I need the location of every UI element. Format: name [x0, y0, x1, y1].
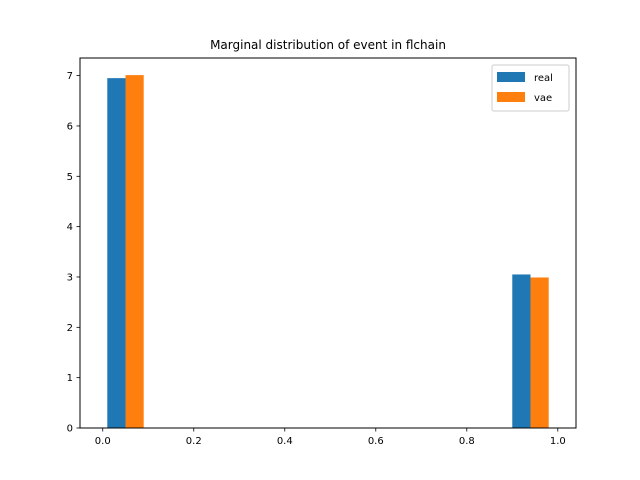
y-axis: 0 1 2 3 4 5 6 7 — [67, 71, 80, 435]
bar-vae-0 — [125, 75, 144, 429]
x-tick-label: 0.8 — [459, 436, 475, 447]
legend-swatch-real — [497, 72, 525, 82]
y-tick-label: 4 — [67, 222, 73, 233]
legend-box — [491, 64, 570, 112]
x-tick-label: 0.6 — [368, 436, 384, 447]
legend-swatch-vae — [497, 92, 525, 102]
bar-real-0 — [107, 78, 126, 428]
bars-layer — [107, 75, 549, 429]
bar-vae-1 — [530, 277, 549, 428]
chart-title: Marginal distribution of event in flchai… — [210, 38, 446, 52]
legend-label-real: real — [534, 73, 553, 84]
y-tick-label: 5 — [67, 172, 73, 183]
bar-real-1 — [512, 274, 531, 428]
y-tick-label: 1 — [67, 373, 73, 384]
plot-frame — [79, 57, 577, 429]
y-tick-label: 3 — [67, 272, 73, 283]
y-tick-label: 7 — [67, 71, 73, 82]
x-tick-label: 0.0 — [95, 436, 111, 447]
legend-label-vae: vae — [534, 93, 552, 104]
x-tick-label: 0.4 — [277, 436, 293, 447]
legend: real vae — [491, 64, 570, 112]
y-tick-label: 6 — [67, 121, 73, 132]
x-tick-label: 1.0 — [550, 436, 566, 447]
x-axis: 0.0 0.2 0.4 0.6 0.8 1.0 — [95, 428, 566, 447]
y-tick-label: 0 — [67, 424, 73, 435]
y-tick-label: 2 — [67, 323, 73, 334]
x-tick-label: 0.2 — [186, 436, 202, 447]
